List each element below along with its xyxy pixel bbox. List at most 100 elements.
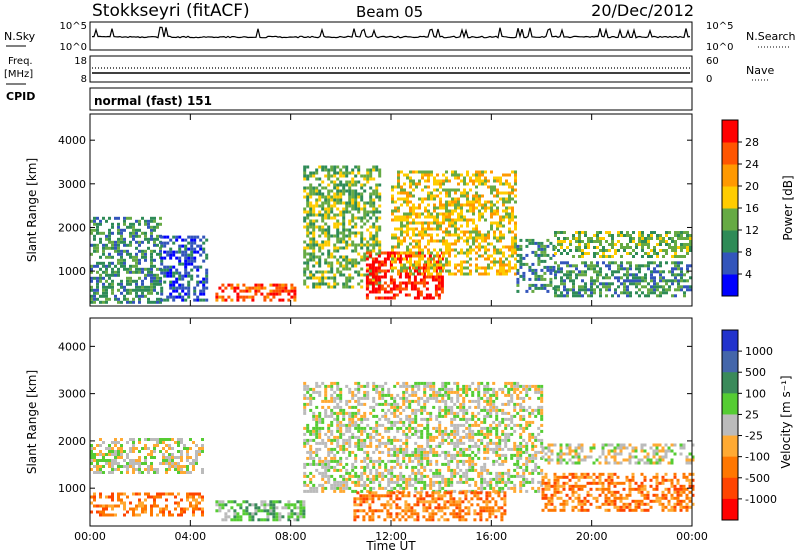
heatmap-cell — [272, 295, 276, 299]
heatmap-cell — [348, 267, 352, 271]
heatmap-cell — [160, 259, 164, 263]
heatmap-cell — [378, 252, 382, 256]
heatmap-cell — [397, 206, 400, 210]
heatmap-cell — [686, 264, 689, 268]
heatmap-cell — [474, 468, 478, 472]
heatmap-cell — [514, 221, 517, 225]
heatmap-cell — [108, 255, 111, 259]
heatmap-cell — [345, 468, 349, 472]
heatmap-cell — [192, 465, 195, 468]
heatmap-cell — [327, 264, 331, 268]
heatmap-cell — [407, 293, 411, 297]
heatmap-cell — [306, 462, 310, 466]
heatmap-cell — [391, 233, 394, 237]
heatmap-cell — [105, 294, 108, 298]
heatmap-cell — [324, 444, 328, 448]
heatmap-cell — [333, 273, 337, 277]
heatmap-cell — [584, 291, 587, 295]
heatmap-cell — [502, 236, 505, 240]
heatmap-cell — [375, 438, 379, 442]
heatmap-cell — [557, 285, 560, 289]
heatmap-cell — [159, 492, 162, 496]
heatmap-cell — [366, 432, 370, 436]
heatmap-cell — [93, 498, 96, 502]
heatmap-cell — [202, 280, 206, 284]
heatmap-cell — [444, 381, 448, 385]
heatmap-cell — [448, 269, 451, 273]
heatmap-cell — [357, 483, 361, 487]
heatmap-cell — [507, 435, 511, 439]
heatmap-cell — [96, 510, 99, 514]
heatmap-cell — [575, 267, 578, 271]
heatmap-cell — [201, 444, 204, 447]
heatmap-cell — [372, 177, 376, 181]
heatmap-cell — [540, 244, 544, 248]
heatmap-cell — [495, 477, 499, 481]
heatmap-cell — [202, 277, 206, 281]
heatmap-cell — [199, 238, 203, 242]
heatmap-cell — [429, 468, 433, 472]
heatmap-cell — [563, 249, 566, 252]
heatmap-cell — [93, 276, 96, 280]
heatmap-cell — [466, 221, 469, 225]
heatmap-cell — [391, 248, 394, 252]
heatmap-cell — [120, 498, 123, 502]
heatmap-cell — [478, 200, 481, 204]
heatmap-cell — [495, 447, 499, 451]
heatmap-cell — [437, 293, 441, 297]
heatmap-cell — [342, 474, 346, 478]
heatmap-cell — [412, 239, 415, 243]
heatmap-cell — [236, 292, 240, 296]
heatmap-cell — [483, 465, 487, 469]
heatmap-cell — [357, 261, 361, 265]
heatmap-cell — [190, 274, 194, 278]
heatmap-cell — [447, 411, 451, 415]
heatmap-cell — [396, 483, 400, 487]
heatmap-cell — [420, 477, 424, 481]
heatmap-cell — [357, 435, 361, 439]
heatmap-cell — [410, 281, 414, 285]
heatmap-cell — [348, 276, 352, 280]
heatmap-cell — [372, 279, 376, 283]
heatmap-cell — [426, 429, 430, 433]
heatmap-cell — [426, 435, 430, 439]
heatmap-cell — [423, 408, 427, 412]
heatmap-cell — [502, 269, 505, 273]
heatmap-cell — [159, 282, 162, 286]
heatmap-cell — [390, 402, 394, 406]
heatmap-cell — [414, 474, 418, 478]
heatmap-cell — [363, 402, 367, 406]
heatmap-cell — [321, 195, 325, 199]
heatmap-cell — [312, 192, 316, 196]
heatmap-cell — [466, 260, 469, 264]
heatmap-cell — [177, 471, 180, 474]
heatmap-cell — [90, 300, 93, 304]
heatmap-cell — [345, 201, 349, 205]
heatmap-cell — [126, 216, 129, 220]
heatmap-cell — [378, 444, 382, 448]
heatmap-cell — [554, 231, 557, 234]
heatmap-cell — [412, 182, 415, 186]
heatmap-cell — [492, 486, 496, 490]
heatmap-cell — [163, 265, 167, 269]
heatmap-cell — [447, 477, 451, 481]
heatmap-cell — [436, 272, 439, 276]
heatmap-cell — [392, 281, 396, 285]
heatmap-cell — [372, 462, 376, 466]
heatmap-cell — [336, 222, 340, 226]
heatmap-cell — [496, 269, 499, 273]
heatmap-cell — [466, 239, 469, 243]
heatmap-cell — [477, 486, 481, 490]
heatmap-cell — [471, 435, 475, 439]
heatmap-cell — [342, 267, 346, 271]
heatmap-cell — [153, 444, 156, 447]
heatmap-cell — [369, 177, 373, 181]
heatmap-cell — [511, 248, 514, 252]
heatmap-cell — [566, 237, 569, 240]
heatmap-cell — [333, 243, 337, 247]
heatmap-cell — [460, 230, 463, 234]
heatmap-cell — [416, 281, 420, 285]
heatmap-cell — [513, 444, 517, 448]
heatmap-cell — [177, 456, 180, 459]
heatmap-cell — [543, 259, 547, 263]
